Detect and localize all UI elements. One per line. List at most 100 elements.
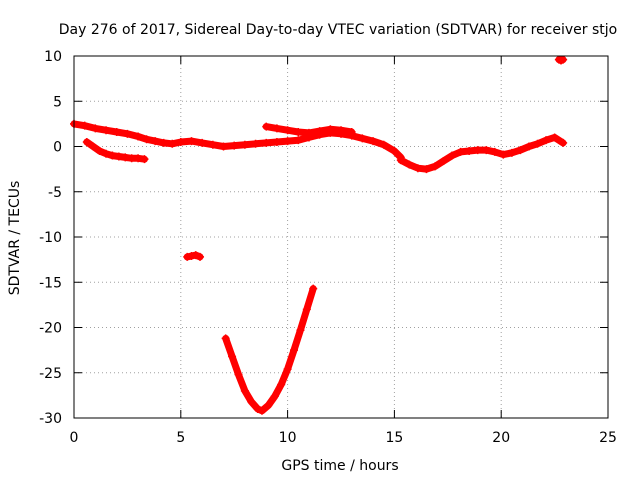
x-tick-label: 10: [279, 430, 297, 446]
y-tick-label: -20: [39, 321, 62, 337]
data-point: [473, 146, 482, 155]
data-point: [542, 136, 551, 145]
data-point: [499, 150, 508, 159]
data-point: [134, 132, 143, 141]
data-point: [262, 122, 271, 131]
y-tick-label: 0: [53, 140, 62, 156]
x-tick-label: 20: [492, 430, 510, 446]
data-point: [228, 352, 237, 361]
y-tick-label: 10: [44, 49, 62, 65]
data-point: [337, 126, 345, 135]
data-point: [234, 370, 243, 379]
data-point: [559, 138, 568, 147]
series-arc-isolated: [183, 251, 205, 261]
data-point: [102, 149, 111, 158]
data-point: [123, 129, 132, 138]
data-point: [524, 142, 533, 151]
data-point: [176, 137, 185, 146]
data-point: [112, 128, 121, 137]
data-point: [290, 346, 299, 355]
data-point: [108, 151, 117, 160]
data-point: [309, 284, 318, 293]
data-point: [294, 128, 303, 137]
series-arc-lower-left: [82, 137, 149, 164]
data-point: [304, 128, 313, 137]
series-trace: [397, 133, 567, 173]
x-tick-label: 5: [176, 430, 185, 446]
data-point: [208, 140, 217, 149]
y-axis-label: SDTVAR / TECUs: [7, 181, 23, 296]
series-arc-outlier: [554, 55, 568, 65]
chart-title: Day 276 of 2017, Sidereal Day-to-day VTE…: [59, 22, 617, 38]
axis-ticks: 0 5 10 15 20 25 -30 -25 -20 -15 -10 -5 0 5 10: [39, 49, 617, 446]
data-point: [121, 153, 130, 162]
data-point: [272, 137, 281, 146]
series-arc-v-dip: [221, 284, 318, 415]
data-point: [302, 305, 311, 314]
data-point: [140, 155, 149, 164]
data-point: [358, 134, 367, 143]
data-point: [559, 55, 568, 64]
data-point: [253, 404, 262, 413]
data-point: [296, 326, 305, 335]
data-point: [405, 160, 414, 169]
data-point: [507, 148, 516, 157]
data-point: [191, 251, 200, 260]
data-point: [413, 164, 422, 173]
data-point: [89, 142, 98, 151]
data-point: [198, 138, 207, 147]
data-point: [369, 137, 378, 146]
data-point: [247, 397, 256, 406]
data-point: [283, 137, 292, 146]
data-point: [390, 147, 399, 156]
data-point: [448, 151, 457, 160]
data-point: [272, 124, 281, 133]
data-point: [283, 126, 292, 135]
data-point: [142, 135, 151, 144]
data-point: [159, 138, 168, 147]
data-point: [114, 152, 123, 161]
series-arc-upper-right: [262, 122, 356, 137]
y-tick-label: -25: [39, 366, 62, 382]
data-point: [168, 139, 177, 148]
grid-lines: [74, 56, 608, 418]
data-point: [490, 147, 499, 156]
data-point: [379, 140, 388, 149]
data-point: [102, 126, 111, 135]
data-point: [283, 365, 292, 374]
data-point: [91, 124, 100, 133]
data-point: [326, 125, 335, 134]
data-point: [251, 139, 260, 148]
data-point: [219, 142, 228, 151]
data-point: [240, 140, 249, 149]
series-arc-late: [396, 133, 568, 174]
data-point: [430, 162, 439, 171]
data-point: [230, 141, 239, 150]
data-point: [221, 334, 230, 343]
data-point: [347, 128, 356, 137]
data-point: [82, 137, 91, 146]
data-point: [396, 156, 405, 165]
data-point: [187, 137, 196, 146]
y-tick-label: -30: [39, 411, 62, 427]
data-point: [482, 146, 491, 155]
data-point: [533, 139, 542, 148]
data-point: [95, 147, 104, 156]
data-point: [134, 154, 143, 163]
data-point: [240, 386, 249, 395]
data-point: [456, 147, 465, 156]
y-tick-label: -10: [39, 230, 62, 246]
data-point: [183, 252, 192, 261]
data-point: [294, 136, 303, 145]
data-point: [550, 133, 559, 142]
data-point: [277, 380, 286, 389]
x-tick-label: 15: [385, 430, 403, 446]
y-tick-label: -15: [39, 275, 62, 291]
y-tick-label: -5: [48, 185, 62, 201]
data-markers: [70, 55, 568, 415]
x-tick-label: 0: [70, 430, 79, 446]
data-point: [264, 401, 273, 410]
data-point: [262, 138, 271, 147]
data-point: [315, 127, 324, 136]
